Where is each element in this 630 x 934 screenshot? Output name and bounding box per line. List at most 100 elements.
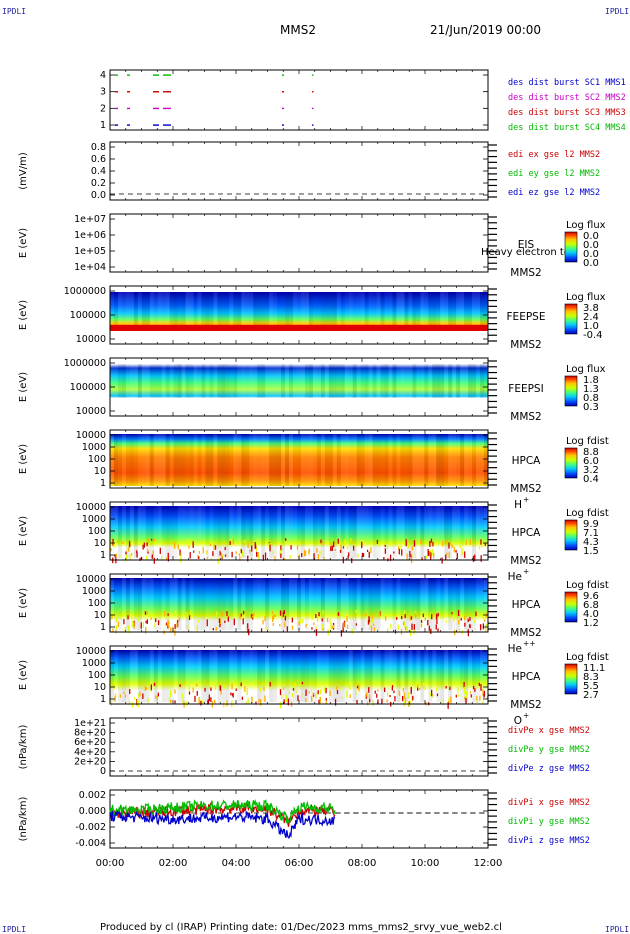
legend-entry: edi ey gse l2 MMS2 [508, 169, 600, 179]
ytick-label: 1000 [82, 586, 106, 597]
plot-frame-edi [109, 141, 489, 201]
colorbar-gradient [564, 663, 578, 695]
colorbar-tick-label: 1.0 [583, 321, 599, 332]
colorbar-tick-label: 2.4 [583, 312, 599, 323]
burst-mark [127, 107, 130, 110]
species-label: O [514, 715, 522, 727]
ylabel-divpi: (nPa/km) [18, 797, 29, 842]
colorbar-gradient [564, 231, 578, 263]
feepse-hot-band [110, 325, 488, 331]
ytick-label: 8e+20 [74, 728, 106, 739]
panel-edi: 0.80.60.40.20.0 (mV/m) edi ex gse l2 MMS2 e… [18, 141, 600, 201]
colorbar-tick-label: 1.2 [583, 618, 599, 629]
ytick-label: 100 [88, 526, 106, 537]
series-line [109, 809, 336, 839]
ytick-label: 1000 [82, 442, 106, 453]
spectrogram-texture-hpca-h [110, 434, 488, 486]
ylabel-divpe: (nPa/km) [18, 725, 29, 770]
ytick-label: 1e+06 [74, 230, 106, 241]
ytick-label: 2 [100, 103, 106, 114]
burst-mark [153, 74, 159, 76]
ytick-label: 100000 [70, 310, 106, 321]
species-label: H [514, 499, 522, 511]
burst-mark [163, 91, 171, 93]
ytick-label: 100 [88, 670, 106, 681]
colorbar-tick-label: 0.0 [583, 258, 599, 269]
instrument-label: HPCA [512, 527, 542, 539]
ytick-label: 0.4 [91, 166, 106, 177]
time-tick-label: 04:00 [222, 858, 251, 869]
colorbar-gradient [564, 375, 578, 407]
colorbar-tick-label: 9.9 [583, 519, 599, 530]
colorbar-title: Log fdist [566, 580, 609, 591]
ylabel-hpca-he: E (eV) [18, 516, 29, 546]
ytick-label: 1 [100, 694, 106, 705]
colorbar-title: Log flux [566, 220, 606, 231]
spectrogram-feepsi [110, 364, 488, 398]
plot-frame-eis [109, 213, 489, 273]
overlay-label: Heavy electron to [481, 247, 570, 258]
legend-entry: des dist burst SC4 MMS4 [508, 123, 626, 133]
spectrogram-texture-hpca-he [110, 506, 488, 558]
colorbar-tick-label: 1.3 [583, 384, 599, 395]
spectrogram-texture-feepse [110, 292, 488, 331]
burst-mark [115, 91, 118, 93]
ytick-label: 10 [94, 682, 106, 693]
spectrogram-feepse [110, 292, 488, 331]
legend-entry: edi ex gse l2 MMS2 [508, 150, 600, 160]
ytick-label: 4e+20 [74, 747, 106, 758]
colorbar-gradient [564, 303, 578, 335]
time-tick-label: 12:00 [474, 858, 503, 869]
species-charge-label: + [523, 711, 529, 720]
burst-mark [282, 74, 284, 76]
colorbar-tick-label: 1.5 [583, 546, 599, 557]
colorbar-tick-label: 0.0 [583, 249, 599, 260]
legend-entry: divPi x gse MMS2 [508, 798, 590, 808]
burst-mark [153, 124, 159, 126]
colorbar-gradient [564, 447, 578, 479]
ytick-label: 10 [94, 538, 106, 549]
plot-frame-divpe [109, 717, 489, 777]
spacecraft-label: MMS2 [510, 699, 541, 711]
colorbar-tick-label: 0.8 [583, 393, 599, 404]
ytick-label: 1e+07 [74, 214, 106, 225]
spectrogram-hpca-h [110, 434, 488, 486]
burst-mark [312, 74, 314, 76]
burst-mark [115, 107, 118, 110]
panel-feepsi: 1000000 100000 10000 E (eV) FEEPSI MMS2 Log fl… [18, 357, 606, 423]
corner-label-top-left: IPDLI [2, 7, 26, 16]
ytick-label: 10000 [76, 334, 106, 345]
time-tick-label: 10:00 [411, 858, 440, 869]
burst-mark [115, 74, 118, 76]
ytick-label: 0.2 [91, 178, 106, 189]
instrument-label: HPCA [512, 671, 542, 683]
colorbar-tick-label: 1.8 [583, 375, 599, 386]
series-line [109, 801, 336, 827]
colorbar-tick-label: 6.8 [583, 600, 599, 611]
colorbar-tick-label: 9.6 [583, 591, 599, 602]
legend-entry: divPi y gse MMS2 [508, 817, 590, 827]
spectrogram-texture-feepsi [110, 364, 488, 398]
ytick-label: 10 [94, 466, 106, 477]
spacecraft-label: MMS2 [510, 627, 541, 639]
time-tick-label: 02:00 [159, 858, 188, 869]
burst-mark [312, 107, 314, 110]
colorbar-tick-label: 8.8 [583, 447, 599, 458]
colorbar-title: Log flux [566, 292, 606, 303]
panel-dist-burst: 4 3 2 1 des dist burst SC1 MMS1 des dist burs… [100, 69, 626, 133]
panel-stack: 4 3 2 1 des dist burst SC1 MMS1 des dist burs… [18, 69, 626, 849]
ytick-label: 6e+20 [74, 737, 106, 748]
ytick-label: -0.002 [75, 822, 106, 833]
time-axis: 00:00 02:00 04:00 06:00 08:00 10:00 12:00 [96, 858, 503, 869]
colorbar-tick-label: 6.0 [583, 456, 599, 467]
colorbar-tick-label: 2.7 [583, 690, 599, 701]
burst-mark [115, 124, 118, 126]
low-energy-speckle-hpca-o [110, 681, 489, 709]
ytick-label: 0.6 [91, 154, 106, 165]
legend-entry: edi ez gse l2 MMS2 [508, 188, 600, 198]
instrument-label: HPCA [512, 599, 542, 611]
